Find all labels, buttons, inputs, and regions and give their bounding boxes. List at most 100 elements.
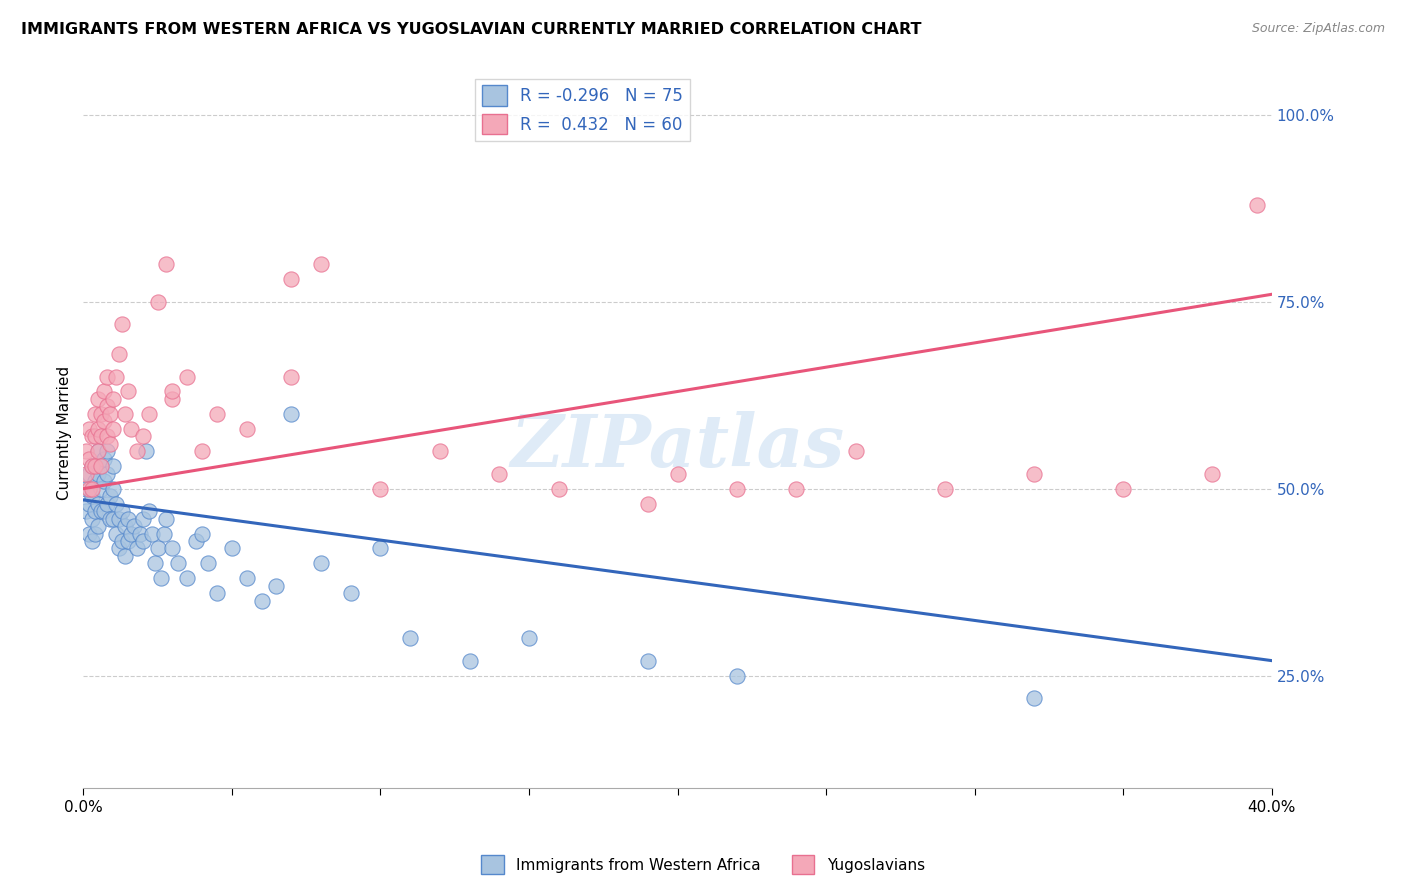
Point [82, 459, 104, 474]
Point [87, 519, 110, 533]
Point [82, 482, 104, 496]
Point [90, 459, 112, 474]
Point [309, 257, 332, 271]
Point [101, 459, 124, 474]
Point [547, 482, 569, 496]
Y-axis label: Currently Married: Currently Married [58, 366, 72, 500]
Point [146, 294, 169, 309]
Point [399, 631, 422, 645]
Point [458, 654, 481, 668]
Point [155, 511, 177, 525]
Point [309, 557, 332, 571]
Point [84, 407, 107, 421]
Point [96, 369, 118, 384]
Point [666, 467, 689, 481]
Point [77, 451, 100, 466]
Point [87, 422, 110, 436]
Point [221, 541, 243, 556]
Text: ZIPatlas: ZIPatlas [510, 411, 845, 483]
Point [77, 467, 100, 481]
Point [120, 422, 142, 436]
Point [125, 444, 148, 458]
Point [250, 594, 273, 608]
Point [146, 541, 169, 556]
Point [1112, 482, 1135, 496]
Point [1024, 691, 1046, 706]
Point [114, 407, 136, 421]
Point [96, 444, 118, 458]
Point [120, 526, 142, 541]
Point [82, 489, 104, 503]
Point [108, 541, 131, 556]
Point [637, 654, 659, 668]
Point [125, 541, 148, 556]
Point [75, 482, 97, 496]
Point [637, 497, 659, 511]
Point [141, 526, 163, 541]
Point [101, 511, 124, 525]
Point [280, 407, 302, 421]
Text: Source: ZipAtlas.com: Source: ZipAtlas.com [1251, 22, 1385, 36]
Point [845, 444, 868, 458]
Point [114, 549, 136, 563]
Point [235, 571, 257, 585]
Point [143, 557, 166, 571]
Point [90, 429, 112, 443]
Point [176, 571, 198, 585]
Point [117, 534, 139, 549]
Point [82, 459, 104, 474]
Point [186, 534, 208, 549]
Point [93, 414, 115, 428]
Point [75, 504, 97, 518]
Point [132, 429, 155, 443]
Point [135, 444, 157, 458]
Point [176, 369, 198, 384]
Point [104, 526, 127, 541]
Point [96, 400, 118, 414]
Point [82, 429, 104, 443]
Point [235, 422, 257, 436]
Point [96, 467, 118, 481]
Point [1024, 467, 1046, 481]
Point [111, 534, 134, 549]
Point [152, 526, 174, 541]
Point [266, 579, 288, 593]
Point [93, 451, 115, 466]
Point [370, 541, 392, 556]
Point [114, 519, 136, 533]
Point [934, 482, 956, 496]
Point [93, 384, 115, 399]
Point [339, 586, 361, 600]
Point [87, 392, 110, 406]
Point [280, 272, 302, 286]
Point [90, 482, 112, 496]
Point [98, 407, 121, 421]
Point [488, 467, 510, 481]
Point [82, 511, 104, 525]
Point [725, 482, 748, 496]
Point [108, 511, 131, 525]
Point [90, 504, 112, 518]
Point [75, 444, 97, 458]
Point [77, 482, 100, 496]
Point [84, 459, 107, 474]
Point [93, 474, 115, 488]
Point [84, 504, 107, 518]
Point [370, 482, 392, 496]
Point [191, 444, 214, 458]
Point [77, 497, 100, 511]
Text: IMMIGRANTS FROM WESTERN AFRICA VS YUGOSLAVIAN CURRENTLY MARRIED CORRELATION CHAR: IMMIGRANTS FROM WESTERN AFRICA VS YUGOSL… [21, 22, 921, 37]
Point [84, 474, 107, 488]
Point [96, 429, 118, 443]
Point [167, 557, 190, 571]
Point [1201, 467, 1223, 481]
Point [104, 497, 127, 511]
Point [82, 534, 104, 549]
Point [162, 384, 184, 399]
Point [111, 504, 134, 518]
Point [77, 526, 100, 541]
Point [98, 437, 121, 451]
Point [162, 541, 184, 556]
Point [84, 526, 107, 541]
Point [98, 511, 121, 525]
